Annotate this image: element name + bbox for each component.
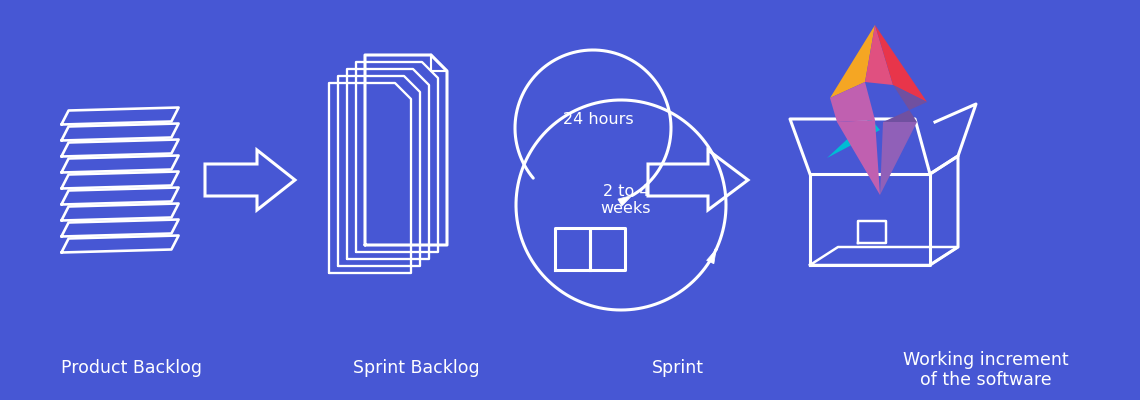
Polygon shape: [618, 196, 632, 206]
Polygon shape: [707, 249, 716, 264]
Text: Sprint Backlog: Sprint Backlog: [352, 359, 480, 377]
Text: Product Backlog: Product Backlog: [60, 359, 202, 377]
Text: Working increment
of the software: Working increment of the software: [903, 350, 1069, 390]
Polygon shape: [830, 25, 876, 98]
Polygon shape: [826, 118, 880, 158]
Polygon shape: [830, 82, 876, 122]
Polygon shape: [880, 122, 917, 195]
Polygon shape: [865, 25, 893, 85]
Polygon shape: [884, 85, 927, 122]
Text: 24 hours: 24 hours: [563, 112, 634, 128]
Text: Sprint: Sprint: [652, 359, 705, 377]
Polygon shape: [837, 120, 880, 195]
Polygon shape: [876, 25, 927, 102]
Text: 2 to 4
weeks: 2 to 4 weeks: [601, 184, 651, 216]
